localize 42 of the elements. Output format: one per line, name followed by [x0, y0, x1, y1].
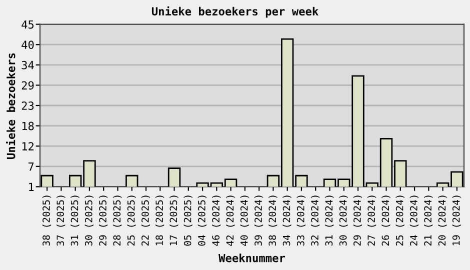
x-tick-label: 40 (2024)	[240, 196, 249, 246]
x-axis-title: Weeknummer	[218, 254, 286, 262]
x-tick-label: 29 (2024)	[353, 196, 362, 246]
y-tick-label: 18	[22, 122, 34, 130]
x-tick-label: 38 (2024)	[268, 196, 278, 246]
y-tick-label: 40	[22, 40, 34, 50]
chart-title: Unieke bezoekers per week	[152, 6, 318, 18]
x-tick-label: 25 (2025)	[127, 196, 136, 246]
x-tick-label: 30 (2025)	[84, 196, 94, 246]
x-tick-label: 32 (2024)	[310, 196, 320, 246]
x-tick-label: 34 (2024)	[282, 196, 292, 246]
y-tick-label: 23	[22, 102, 34, 110]
x-tick-label: 46 (2024)	[212, 196, 221, 246]
x-tick-label: 20 (2024)	[438, 196, 447, 246]
x-tick-label: 37 (2025)	[56, 196, 66, 246]
y-axis-title: Unieke bezoekers	[6, 53, 16, 159]
y-tick-label: 7	[28, 162, 34, 171]
y-tick-label: 45	[22, 20, 34, 29]
x-tick-label: 22 (2025)	[141, 196, 150, 246]
x-tick-label: 18 (2025)	[155, 196, 164, 246]
y-tick-label: 34	[22, 60, 34, 70]
x-tick-label: 38 (2025)	[42, 196, 52, 246]
x-tick-label: 42 (2024)	[226, 196, 235, 246]
x-tick-label: 30 (2024)	[339, 196, 348, 246]
x-tick-label: 24 (2024)	[410, 196, 419, 246]
y-tick-label: 1	[29, 182, 34, 191]
x-tick-label: 31 (2025)	[70, 196, 80, 246]
x-tick-label: 19 (2024)	[452, 196, 461, 246]
x-tick-label: 25 (2024)	[396, 196, 404, 246]
x-tick-label: 33 (2024)	[296, 196, 306, 246]
y-tick-label: 29	[22, 81, 34, 90]
x-tick-label: 05 (2025)	[184, 196, 192, 246]
x-tick-label: 26 (2024)	[382, 196, 390, 246]
x-tick-label: 21 (2024)	[424, 196, 433, 246]
x-tick-label: 39 (2024)	[254, 196, 264, 246]
y-tick-label: 12	[22, 142, 34, 150]
x-tick-label: 17 (2025)	[170, 196, 178, 246]
x-tick-label: 27 (2024)	[367, 196, 376, 246]
x-tick-label: 29 (2025)	[98, 196, 108, 246]
x-tick-label: 28 (2025)	[113, 196, 122, 246]
x-tick-label: 04 (2025)	[198, 196, 207, 246]
x-tick-label: 31 (2024)	[325, 196, 334, 246]
